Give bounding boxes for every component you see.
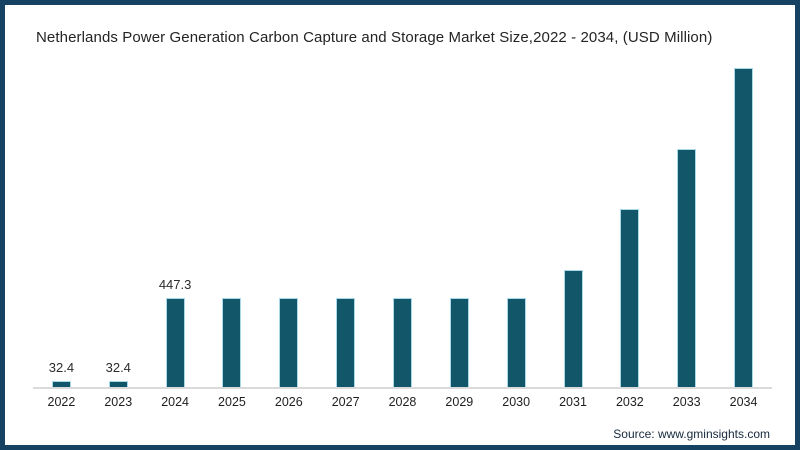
bar-2022 [51,380,71,387]
source-credit: Source: www.gminsights.com [613,427,770,441]
x-tick-label-2027: 2027 [331,395,360,409]
bar-column-2023: 32.4 [90,360,147,387]
x-tick-label-2024: 2024 [161,395,190,409]
x-tick-label-2029: 2029 [445,395,474,409]
x-tick-label-2034: 2034 [729,395,758,409]
x-tick-label-2030: 2030 [502,395,531,409]
bar-column-2032 [601,208,658,387]
x-tick-label-2033: 2033 [672,395,701,409]
plot-area: 32.4 32.4 447.3 [33,57,772,389]
bar-value-label: 32.4 [48,359,75,375]
bar-2025 [222,298,242,387]
bar-2032 [620,208,640,387]
bar-2031 [563,270,583,387]
x-tick-label-2022: 2022 [47,395,76,409]
bar-value-label: 32.4 [105,359,131,375]
x-tick-label-2032: 2032 [615,395,644,409]
x-tick-label-2023: 2023 [104,395,133,409]
bar-column-2025 [204,298,261,387]
x-axis: 2022 2023 2024 2025 2026 2027 2028 2029 2030 2031… [33,395,772,409]
x-tick-label-2026: 2026 [274,395,303,409]
bar-2023 [108,380,128,387]
bar-column-2031 [545,270,602,387]
bar-2026 [279,298,299,387]
bar-column-2033 [658,149,715,387]
bar-2033 [677,149,697,387]
bar-2024 [165,298,185,387]
bar-column-2027 [317,298,374,387]
bar-2027 [336,298,356,387]
bar-column-2028 [374,298,431,387]
bar-2030 [506,298,526,387]
bar-2034 [734,67,754,387]
bar-column-2024: 447.3 [147,277,204,387]
x-tick-label-2028: 2028 [388,395,417,409]
bar-column-2026 [260,298,317,387]
bar-2028 [392,298,412,387]
bar-column-2030 [488,298,545,387]
bar-column-2034 [715,67,772,387]
bar-column-2029 [431,298,488,387]
x-tick-label-2025: 2025 [218,395,246,409]
bar-2029 [449,298,469,387]
bar-column-2022: 32.4 [33,360,90,387]
chart-title: Netherlands Power Generation Carbon Capt… [36,29,713,46]
bar-value-label: 447.3 [158,277,192,293]
x-tick-label-2031: 2031 [559,395,587,409]
